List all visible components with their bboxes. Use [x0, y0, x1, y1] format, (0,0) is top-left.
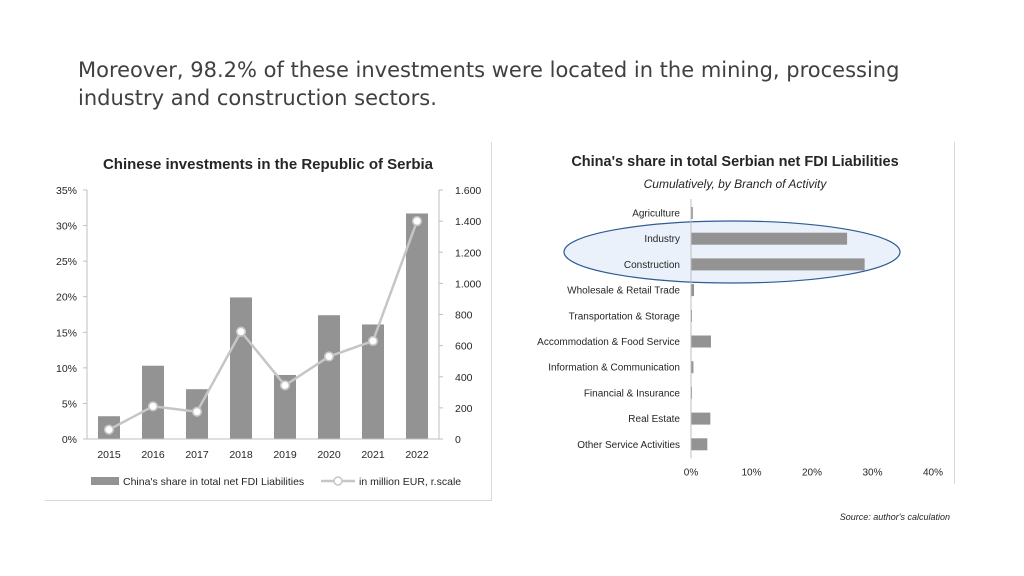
y-tick-label-right: 1.600: [455, 185, 481, 197]
y-tick-label-left: 35%: [56, 185, 77, 197]
y-tick-label-right: 200: [455, 403, 473, 415]
bar-Real Estate: [691, 412, 711, 425]
x-tick-label: 10%: [741, 467, 761, 478]
bar-Information & Communication: [691, 361, 694, 374]
legend-swatch-bar: [91, 477, 119, 485]
y-tick-label-left: 20%: [56, 292, 77, 304]
x-tick-label: 2016: [141, 449, 165, 461]
x-tick-label: 40%: [923, 467, 943, 478]
y-tick-label-right: 1.400: [455, 216, 481, 228]
y-tick-label-left: 30%: [56, 221, 77, 233]
x-tick-label: 2018: [229, 449, 253, 461]
eur-point-2018: [235, 326, 247, 337]
branch-share-chart: China's share in total Serbian net FDI L…: [537, 154, 943, 478]
y-tick-label-right: 0: [455, 434, 461, 446]
x-tick-label: 2017: [185, 449, 209, 461]
y-tick-label-left: 25%: [56, 256, 77, 268]
legend-label-share: China's share in total net FDI Liabiliti…: [123, 476, 304, 488]
eur-point-2015: [103, 424, 115, 435]
chart-legend: China's share in total net FDI Liabiliti…: [91, 476, 461, 488]
eur-point-2016: [147, 401, 159, 412]
x-tick-label: 2015: [97, 449, 121, 461]
category-label: Financial & Insurance: [584, 388, 681, 399]
y-tick-label-right: 1.200: [455, 247, 481, 259]
x-tick-label: 2019: [273, 449, 297, 461]
category-label: Real Estate: [628, 414, 680, 425]
slide-title: Moreover, 98.2% of these investments wer…: [78, 58, 900, 110]
legend-label-eur: in million EUR, r.scale: [359, 476, 461, 488]
x-tick-label: 2020: [317, 449, 341, 461]
y-tick-label-left: 15%: [56, 327, 77, 339]
x-tick-label: 2022: [405, 449, 429, 461]
bar-2019: [274, 374, 296, 439]
eur-point-2021: [367, 335, 379, 347]
y-tick-label-left: 10%: [56, 363, 77, 375]
bar-Accommodation & Food Service: [691, 335, 711, 348]
category-label: Information & Communication: [548, 363, 680, 374]
eur-point-2019: [279, 380, 291, 391]
eur-series-line: [108, 220, 419, 431]
category-label: Construction: [624, 260, 680, 271]
eur-point-2020: [323, 351, 335, 362]
bar-Industry: [691, 232, 848, 245]
bar-Construction: [691, 258, 865, 271]
y-tick-label-right: 1.000: [455, 278, 481, 290]
bar-2021: [362, 324, 384, 439]
eur-point-2017: [191, 406, 203, 417]
bar-2020: [318, 315, 340, 439]
category-label: Agriculture: [632, 209, 680, 220]
category-label: Industry: [644, 234, 680, 245]
category-label: Other Service Activities: [577, 440, 680, 451]
bar-Wholesale & Retail Trade: [691, 284, 695, 297]
eur-point-2022: [411, 216, 423, 227]
bar-2018: [230, 297, 252, 439]
x-tick-label: 30%: [862, 467, 882, 478]
y-tick-label-right: 800: [455, 310, 473, 322]
x-tick-label: 2021: [361, 449, 385, 461]
highlight-ellipse: [563, 220, 901, 284]
bar-Agriculture: [691, 207, 693, 219]
category-label: Transportation & Storage: [569, 311, 681, 322]
y-tick-label-left: 5%: [62, 398, 77, 410]
y-tick-label-right: 600: [455, 341, 473, 353]
chart-title: Chinese investments in the Republic of S…: [103, 156, 434, 173]
x-tick-label: 0%: [684, 467, 699, 478]
chart-title: China's share in total Serbian net FDI L…: [571, 154, 898, 170]
y-tick-label-right: 400: [455, 372, 473, 384]
bar-Other Service Activities: [691, 438, 708, 451]
chinese-investments-chart-panel: Chinese investments in the Republic of S…: [45, 142, 492, 501]
x-tick-label: 20%: [802, 467, 822, 478]
branch-share-chart-panel: China's share in total Serbian net FDI L…: [530, 142, 955, 484]
category-label: Accommodation & Food Service: [537, 337, 680, 348]
y-tick-label-left: 0%: [62, 434, 77, 446]
category-label: Wholesale & Retail Trade: [567, 286, 680, 297]
source-note: Source: author's calculation: [839, 512, 950, 522]
chinese-investments-chart: Chinese investments in the Republic of S…: [56, 156, 481, 488]
chart-subtitle: Cumulatively, by Branch of Activity: [644, 177, 828, 191]
legend-swatch-marker: [333, 476, 343, 486]
bar-2022: [406, 213, 428, 439]
